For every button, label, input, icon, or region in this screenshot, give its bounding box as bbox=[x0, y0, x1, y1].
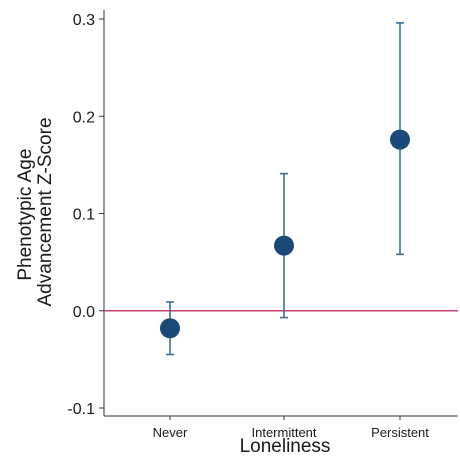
point-group-never bbox=[160, 301, 180, 356]
x-tick-label: Persistent bbox=[371, 425, 429, 440]
x-ticks: Never Intermittent Persistent bbox=[153, 416, 429, 440]
y-tick-label: -0.1 bbox=[67, 401, 95, 418]
data-point bbox=[274, 235, 294, 256]
y-tick-label: 0.3 bbox=[73, 12, 95, 29]
y-tick-label: 0.0 bbox=[73, 304, 95, 321]
y-ticks: -0.1 0.0 0.1 0.2 0.3 bbox=[67, 12, 104, 418]
x-axis-title: Loneliness bbox=[240, 436, 331, 457]
y-axis-title-line-1: Phenotypic Age bbox=[15, 149, 36, 281]
y-axis: -0.1 0.0 0.1 0.2 0.3 bbox=[67, 10, 105, 418]
y-axis-title-line-2: Advancement Z-Score bbox=[35, 117, 56, 306]
x-tick-label: Never bbox=[153, 425, 188, 440]
y-tick-label: 0.1 bbox=[73, 207, 95, 224]
data-point bbox=[390, 129, 410, 150]
y-tick-label: 0.2 bbox=[73, 109, 95, 126]
point-group-persistent bbox=[390, 22, 410, 256]
x-axis: Never Intermittent Persistent bbox=[104, 415, 458, 440]
x-tick-label: Intermittent bbox=[251, 425, 316, 440]
data-point bbox=[160, 318, 180, 339]
y-axis-title: Phenotypic Age Advancement Z-Score bbox=[15, 117, 56, 306]
data-marks bbox=[160, 22, 410, 356]
point-group-intermittent bbox=[274, 172, 294, 319]
